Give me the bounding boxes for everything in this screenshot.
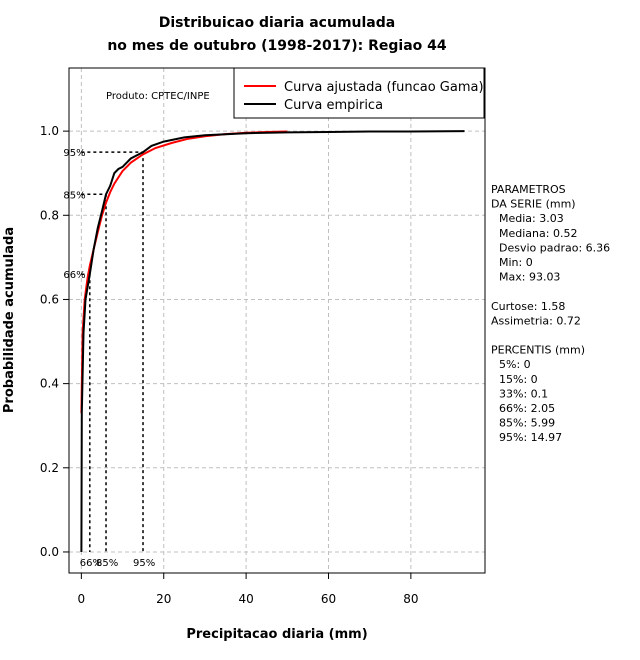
stats-line-3: Mediana: 0.52: [499, 227, 577, 240]
stats-line-14: 33%: 0.1: [499, 387, 548, 400]
stats-line-4: Desvio padrao: 6.36: [499, 241, 610, 254]
y-tick-label-5: 1.0: [40, 124, 59, 138]
y-tick-label-2: 0.4: [40, 377, 59, 391]
x-tick-label-4: 80: [403, 592, 418, 606]
stats-line-17: 95%: 14.97: [499, 431, 562, 444]
percentile-guides: 66%66%85%85%95%95%: [63, 148, 155, 569]
stats-line-1: DA SERIE (mm): [491, 198, 576, 211]
stats-line-2: Media: 3.03: [499, 212, 564, 225]
legend: Curva ajustada (funcao Gama) Curva empir…: [233, 67, 485, 119]
stats-line-0: PARAMETROS: [491, 183, 566, 196]
plot-frame: [68, 67, 486, 574]
y-tick-label-4: 0.8: [40, 208, 59, 222]
y-tick-label-3: 0.6: [40, 292, 59, 306]
legend-box: [233, 67, 485, 119]
stats-panel: PARAMETROS DA SERIE (mm)Media: 3.03 Median…: [491, 183, 610, 444]
y-tick-label-1: 0.2: [40, 461, 59, 475]
y-tick-label-0: 0.0: [40, 545, 59, 559]
stats-line-15: 66%: 2.05: [499, 402, 555, 415]
stats-line-11: PERCENTIS (mm): [491, 344, 585, 357]
stats-line-9: Assimetria: 0.72: [491, 314, 581, 327]
percentile-label-x-0: 66%: [80, 558, 102, 569]
stats-line-16: 85%: 5.99: [499, 417, 555, 430]
series-lines: [80, 130, 465, 553]
x-tick-label-0: 0: [78, 592, 86, 606]
x-tick-label-2: 40: [238, 592, 253, 606]
stats-line-13: 15%: 0: [499, 373, 538, 386]
series-line-1: [80, 130, 465, 553]
stats-line-5: Min: 0: [499, 256, 533, 269]
x-tick-label-3: 60: [321, 592, 336, 606]
chart-title-line-2: no mes de outubro (1998-2017): Regiao 44: [107, 38, 447, 54]
chart-title-line-1: Distribuicao diaria acumulada: [159, 15, 395, 31]
product-annotation: Produto: CPTEC/INPE: [106, 91, 210, 102]
stats-line-6: Max: 93.03: [499, 271, 560, 284]
percentile-label-x-1: 85%: [96, 558, 118, 569]
series-line-0: [80, 130, 288, 414]
percentile-label-x-2: 95%: [133, 558, 155, 569]
stats-line-8: Curtose: 1.58: [491, 300, 565, 313]
y-axis-label: Probabilidade acumulada: [2, 227, 17, 413]
percentile-label-y-0: 66%: [63, 270, 85, 281]
grid-lines: [69, 68, 485, 573]
legend-label-empirical: Curva empirica: [284, 98, 383, 113]
legend-label-fitted: Curva ajustada (funcao Gama): [284, 80, 484, 95]
x-tick-label-1: 20: [156, 592, 171, 606]
percentile-label-y-1: 85%: [63, 190, 85, 201]
y-axis: 0.0 0.2 0.4 0.6 0.8 1.0: [40, 124, 69, 559]
stats-line-12: 5%: 0: [499, 358, 531, 371]
percentile-label-y-2: 95%: [63, 148, 85, 159]
x-axis-label: Precipitacao diaria (mm): [186, 627, 367, 642]
x-axis: 0 20 40 60 80: [78, 573, 419, 606]
